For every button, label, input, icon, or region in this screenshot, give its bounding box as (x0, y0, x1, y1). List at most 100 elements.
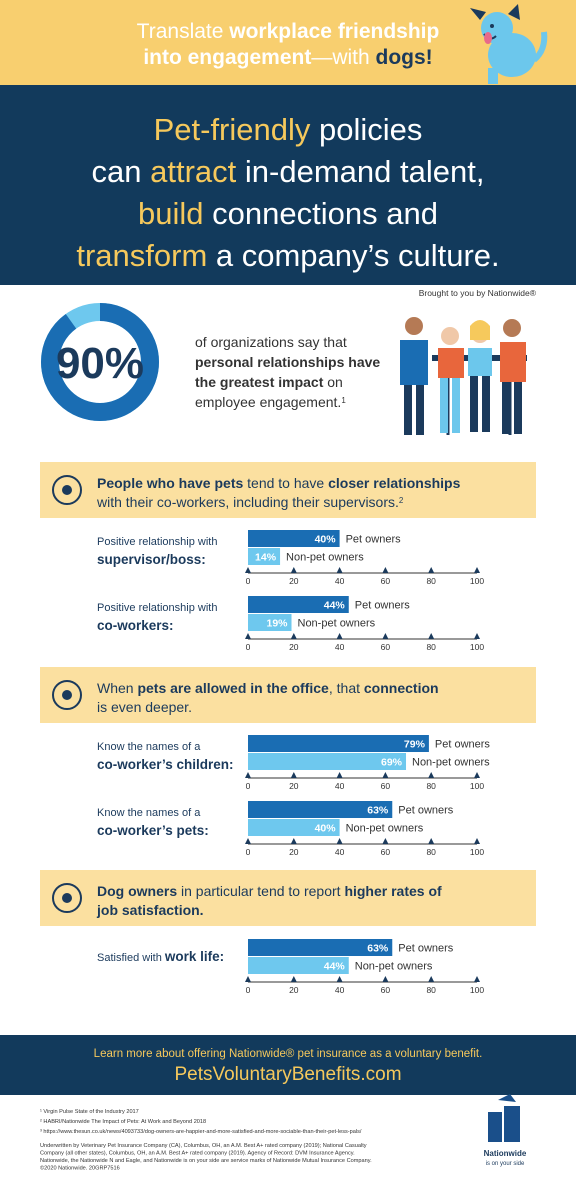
bar-series-name: Pet owners (398, 805, 454, 817)
tick-mark (474, 633, 480, 639)
x-tick-label: 20 (289, 847, 299, 857)
text-bold: higher rates of (344, 883, 442, 899)
section-text: is even deeper. (97, 699, 192, 715)
text-bold: supervisor/boss: (97, 552, 206, 567)
x-tick-label: 20 (289, 642, 299, 652)
text-bold: co-worker’s children: (97, 757, 234, 772)
text-bold: co-worker’s pets: (97, 823, 209, 838)
tick-mark (245, 976, 251, 982)
section-band (40, 667, 536, 723)
tick-mark (474, 976, 480, 982)
text-part: a company’s culture. (207, 238, 499, 273)
text-part: When (97, 680, 137, 696)
x-tick-label: 80 (426, 576, 436, 586)
bar (248, 939, 393, 956)
text-bold: into engagement (143, 46, 311, 69)
text-part: can (92, 154, 151, 189)
x-tick-label: 80 (426, 781, 436, 791)
bar (248, 530, 340, 547)
text-bold: co-workers: (97, 618, 174, 633)
tick-mark (245, 838, 251, 844)
text-part: is even deeper. (97, 699, 192, 715)
text-part: Know the names of a (97, 741, 201, 753)
text-part: Know the names of a (97, 807, 201, 819)
text-part: in-demand talent, (236, 154, 484, 189)
section-icon-dot (62, 893, 72, 903)
hero-line: can attract in-demand talent, (92, 154, 485, 189)
tick-mark (428, 567, 435, 573)
x-tick-label: 0 (246, 985, 251, 995)
section-icon (52, 475, 82, 505)
x-tick-label: 40 (335, 781, 345, 791)
x-tick-label: 40 (335, 985, 345, 995)
tick-mark (474, 772, 480, 778)
text-part: , that (329, 680, 364, 696)
x-tick-label: 60 (381, 576, 391, 586)
x-tick-label: 0 (246, 642, 251, 652)
bar-value-label: 79% (404, 739, 426, 751)
chart-label: co-workers: (97, 618, 174, 633)
text-part: Translate (137, 20, 230, 43)
footnote: ² HABRI/Nationwide The Impact of Pets: A… (40, 1119, 206, 1125)
text-bold: job satisfaction. (96, 902, 204, 918)
legal-text: Nationwide, the Nationwide N and Eagle, … (40, 1158, 372, 1164)
tick-mark (290, 567, 297, 573)
legal-text: ©2020 Nationwide. 20GRP7516 (40, 1165, 120, 1172)
tick-mark (382, 633, 389, 639)
dog-illustration (470, 4, 548, 84)
stat-text: the greatest impact on (195, 374, 343, 390)
x-tick-label: 100 (470, 985, 484, 995)
text-part: transform (76, 238, 207, 273)
legal-text: Underwritten by Veterinary Pet Insurance… (40, 1143, 367, 1149)
tick-mark (382, 567, 389, 573)
donut-arc (41, 303, 159, 421)
section-text: job satisfaction. (96, 902, 204, 918)
people-illustration (400, 317, 527, 435)
legal-text: Company (all other states), Columbus, OH… (40, 1151, 355, 1157)
bar (248, 957, 349, 974)
section-text: When pets are allowed in the office, tha… (97, 680, 439, 696)
bar-value-label: 44% (324, 600, 346, 612)
tick-mark (336, 976, 343, 982)
text-part: attract (150, 154, 237, 189)
bar-value-label: 63% (367, 943, 389, 955)
x-tick-label: 20 (289, 985, 299, 995)
tick-mark (428, 976, 435, 982)
text-part: 2 (399, 496, 404, 505)
text-part: Satisfied with (97, 952, 165, 964)
x-tick-label: 80 (426, 847, 436, 857)
chart-label: Know the names of a (97, 741, 201, 753)
text-bold: closer relationships (328, 475, 460, 491)
chart-label: co-worker’s pets: (97, 823, 209, 838)
tick-mark (474, 838, 480, 844)
chart-label: co-worker’s children: (97, 757, 234, 772)
tick-mark (474, 567, 480, 573)
text-part: on (323, 374, 342, 390)
text-bold: workplace friendship (228, 20, 439, 43)
text-part: 1 (341, 396, 346, 405)
bar-value-label: 14% (255, 552, 277, 564)
x-tick-label: 40 (335, 847, 345, 857)
footer-url[interactable]: PetsVoluntaryBenefits.com (174, 1064, 401, 1085)
bar-series-name: Pet owners (435, 739, 491, 751)
bar-value-label: 40% (315, 823, 337, 835)
x-tick-label: 60 (381, 781, 391, 791)
section-icon (52, 883, 82, 913)
chart-label: Positive relationship with (97, 536, 217, 548)
chart-label: Satisfied with work life: (97, 949, 224, 964)
tick-mark (336, 772, 343, 778)
tick-mark (245, 633, 251, 639)
x-tick-label: 0 (246, 847, 251, 857)
bar (248, 735, 429, 752)
tick-mark (336, 633, 343, 639)
text-part: Positive relationship with (97, 602, 217, 614)
section-icon (52, 680, 82, 710)
chart-label: supervisor/boss: (97, 552, 206, 567)
nationwide-logo-mark (488, 1094, 520, 1142)
text-part: of organizations say that (195, 334, 347, 350)
x-tick-label: 100 (470, 781, 484, 791)
bar-series-name: Non-pet owners (355, 961, 433, 973)
footer-text: Learn more about offering Nationwide® pe… (94, 1048, 483, 1060)
x-tick-label: 100 (470, 576, 484, 586)
